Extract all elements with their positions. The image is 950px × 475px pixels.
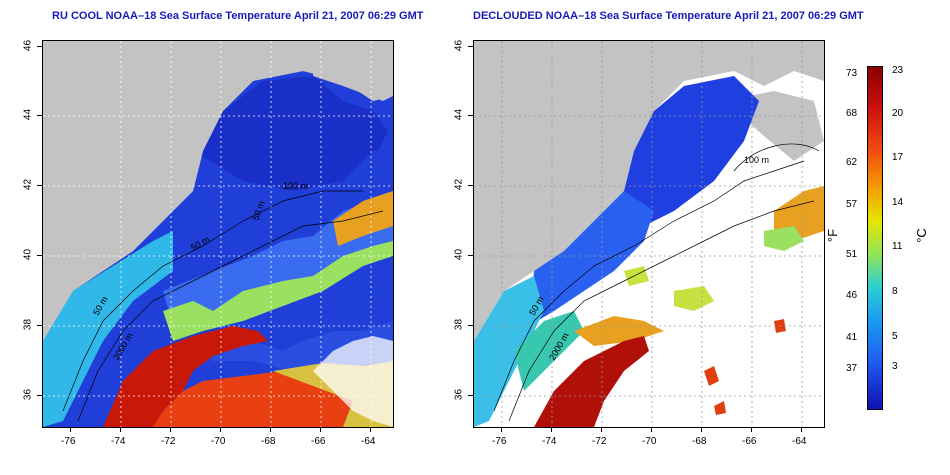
longitude-tick-mark <box>220 427 221 432</box>
colorbar-fahrenheit-label: 62 <box>846 157 858 168</box>
longitude-tick-label: -70 <box>211 436 226 447</box>
longitude-tick-mark <box>370 427 371 432</box>
latitude-tick-mark <box>468 115 473 116</box>
latitude-tick-mark <box>468 185 473 186</box>
right-map-title: DECLOUDED NOAA–18 Sea Surface Temperatur… <box>473 10 864 22</box>
longitude-tick-label: -64 <box>361 436 376 447</box>
longitude-tick-label: -76 <box>61 436 76 447</box>
contour-label: 100 m <box>744 155 769 165</box>
sst-map-raw: 50 m 2000 m 100 m 50 m 50 m <box>42 40 394 428</box>
latitude-tick-mark <box>37 325 42 326</box>
celsius-unit-label: °C <box>913 228 929 243</box>
latitude-tick-label: 42 <box>453 178 465 191</box>
longitude-tick-mark <box>501 427 502 432</box>
longitude-tick-mark <box>70 427 71 432</box>
latitude-tick-label: 46 <box>453 39 465 52</box>
latitude-tick-mark <box>37 395 42 396</box>
latitude-tick-label: 42 <box>22 178 34 191</box>
longitude-tick-label: -70 <box>642 436 657 447</box>
colorbar-fahrenheit-label: 41 <box>846 332 858 343</box>
longitude-tick-label: -74 <box>111 436 126 447</box>
latitude-tick-label: 46 <box>22 39 34 52</box>
latitude-tick-mark <box>468 395 473 396</box>
latitude-tick-label: 44 <box>453 108 465 121</box>
longitude-tick-mark <box>170 427 171 432</box>
left-map-title: RU COOL NOAA–18 Sea Surface Temperature … <box>52 10 424 22</box>
latitude-tick-mark <box>37 185 42 186</box>
latitude-tick-label: 44 <box>22 108 34 121</box>
colorbar-fahrenheit-label: 51 <box>846 249 858 260</box>
longitude-tick-label: -72 <box>161 436 176 447</box>
colorbar-celsius-label: 17 <box>892 152 904 163</box>
colorbar-fahrenheit-label: 68 <box>846 108 858 119</box>
longitude-tick-mark <box>651 427 652 432</box>
latitude-tick-mark <box>468 325 473 326</box>
colorbar-celsius-label: 8 <box>892 286 898 297</box>
latitude-tick-mark <box>37 46 42 47</box>
longitude-tick-mark <box>801 427 802 432</box>
latitude-tick-label: 38 <box>22 318 34 331</box>
longitude-tick-label: -68 <box>261 436 276 447</box>
longitude-tick-label: -74 <box>542 436 557 447</box>
colorbar-celsius-label: 3 <box>892 361 898 372</box>
longitude-tick-mark <box>601 427 602 432</box>
colorbar-celsius-label: 5 <box>892 331 898 342</box>
longitude-tick-label: -68 <box>692 436 707 447</box>
fahrenheit-unit-label: °F <box>825 228 841 243</box>
sst-map-declouded: 50 m 2000 m 100 m <box>473 40 825 428</box>
latitude-tick-label: 40 <box>22 248 34 261</box>
colorbar-celsius-label: 11 <box>892 241 903 252</box>
temperature-colorbar <box>867 66 883 410</box>
longitude-tick-label: -66 <box>742 436 757 447</box>
contour-label: 100 m <box>283 181 308 191</box>
longitude-tick-label: -66 <box>311 436 326 447</box>
latitude-tick-label: 38 <box>453 318 465 331</box>
latitude-tick-mark <box>37 255 42 256</box>
latitude-tick-mark <box>37 115 42 116</box>
longitude-tick-mark <box>551 427 552 432</box>
colorbar-celsius-label: 20 <box>892 108 904 119</box>
colorbar-fahrenheit-label: 46 <box>846 290 858 301</box>
longitude-tick-mark <box>320 427 321 432</box>
longitude-tick-mark <box>751 427 752 432</box>
latitude-tick-mark <box>468 255 473 256</box>
colorbar-fahrenheit-label: 57 <box>846 199 858 210</box>
longitude-tick-label: -76 <box>492 436 507 447</box>
longitude-tick-mark <box>120 427 121 432</box>
latitude-tick-mark <box>468 46 473 47</box>
latitude-tick-label: 40 <box>453 248 465 261</box>
colorbar-fahrenheit-label: 37 <box>846 363 858 374</box>
colorbar-celsius-label: 14 <box>892 197 904 208</box>
colorbar-fahrenheit-label: 73 <box>846 68 858 79</box>
latitude-tick-label: 36 <box>453 388 465 401</box>
latitude-tick-label: 36 <box>22 388 34 401</box>
colorbar-celsius-label: 23 <box>892 65 904 76</box>
longitude-tick-label: -64 <box>792 436 807 447</box>
longitude-tick-mark <box>701 427 702 432</box>
longitude-tick-label: -72 <box>592 436 607 447</box>
longitude-tick-mark <box>270 427 271 432</box>
